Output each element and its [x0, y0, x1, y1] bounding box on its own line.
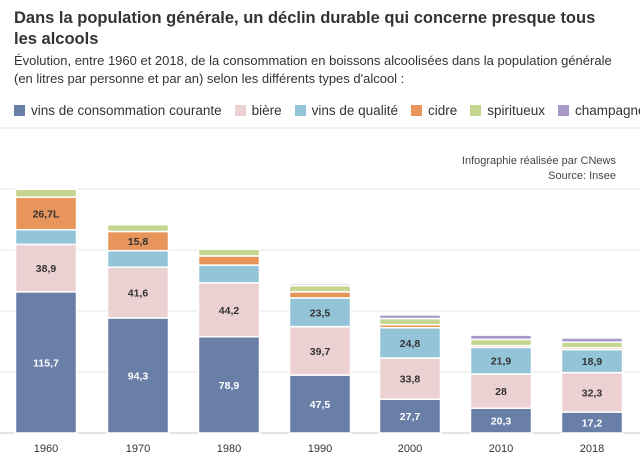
bar-segment — [197, 248, 261, 257]
data-label: 39,7 — [310, 346, 331, 358]
bar-segment — [378, 314, 442, 320]
bar-segment — [197, 264, 261, 284]
x-tick-label: 2000 — [398, 443, 422, 455]
bar-segment — [14, 188, 78, 198]
bar-segment — [197, 247, 261, 251]
data-label: 23,5 — [310, 307, 331, 319]
bar-segment — [14, 228, 78, 246]
data-label: 17,2 — [582, 418, 603, 430]
data-label: 26,7L — [33, 208, 60, 220]
legend-swatch — [294, 105, 306, 116]
bar-segment — [197, 282, 261, 338]
legend-item: bière — [234, 103, 282, 118]
legend-label: champagne — [575, 103, 640, 118]
legend-swatch — [470, 105, 482, 116]
data-label: 24,8 — [400, 338, 421, 350]
bar-segment — [378, 317, 442, 326]
data-label: 18,9 — [582, 356, 603, 368]
bar-segment — [106, 249, 170, 268]
legend-swatch — [410, 105, 422, 116]
data-label: 47,5 — [310, 399, 331, 411]
bar-segment — [288, 284, 352, 293]
data-label: 21,9 — [491, 356, 512, 368]
chart-subtitle: Évolution, entre 1960 et 2018, de la con… — [14, 53, 612, 86]
bar-segment — [560, 371, 624, 413]
credits: Infographie réalisée par CNews Source: I… — [462, 154, 616, 184]
bar-segment — [14, 196, 78, 231]
bar-segment — [288, 291, 352, 299]
x-tick-label: 2018 — [580, 443, 604, 455]
data-label: 33,8 — [400, 374, 421, 386]
data-label: 44,2 — [219, 305, 240, 317]
data-label: 94,3 — [128, 370, 149, 382]
legend-label: cidre — [427, 103, 458, 118]
bar-segment — [14, 243, 78, 293]
legend-label: spiritueux — [487, 103, 545, 118]
x-tick-label: 2010 — [489, 443, 513, 455]
bar-segment — [288, 283, 352, 287]
data-label: 27,7 — [400, 411, 421, 423]
data-label: 115,7 — [33, 357, 59, 369]
legend-item: champagne — [558, 103, 640, 118]
bar-segment — [560, 337, 624, 343]
bar-segment — [14, 291, 78, 434]
data-label: 28 — [495, 386, 507, 398]
bar-segment — [469, 373, 533, 409]
x-tick-label: 1990 — [308, 443, 332, 455]
bar-segment — [288, 325, 352, 376]
legend-swatch — [234, 105, 246, 116]
bar-segment — [560, 341, 624, 349]
data-label: 20,3 — [491, 416, 512, 428]
source-line: Source: Insee — [548, 170, 616, 182]
x-tick-label: 1960 — [34, 443, 58, 455]
bar-segment — [106, 223, 170, 233]
data-label: 15,8 — [128, 236, 149, 248]
legend-item: spiritueux — [470, 103, 545, 118]
legend-swatch — [14, 105, 25, 116]
legend-item: cidre — [410, 103, 458, 118]
bar-segment — [469, 334, 533, 341]
data-label: 41,6 — [128, 288, 149, 300]
legend-item: vins de qualité — [294, 103, 398, 118]
x-tick-label: 1970 — [126, 443, 150, 455]
legend-label: vins de qualité — [311, 103, 398, 118]
bar-segment — [106, 222, 170, 226]
bar-segment — [469, 407, 533, 434]
bar-segment — [106, 266, 170, 319]
bar-segment — [378, 398, 442, 434]
bar-segment — [378, 326, 442, 359]
bar-segment — [469, 338, 533, 347]
data-label: 32,3 — [582, 387, 603, 399]
legend-item: vins de consommation courante — [14, 103, 222, 118]
bar-segment — [288, 374, 352, 434]
bar-segment — [288, 297, 352, 328]
legend-label: vins de consommation courante — [31, 103, 222, 118]
chart-title: Dans la population générale, un déclin d… — [14, 9, 596, 48]
bar-segment — [197, 335, 261, 434]
legend-label: bière — [251, 103, 282, 118]
data-label: 78,9 — [219, 380, 240, 392]
x-tick-label: 1980 — [217, 443, 241, 455]
bar-segment — [197, 255, 261, 266]
chart-legend: vins de consommation courante bière vins d… — [14, 103, 640, 118]
bar-segment — [378, 357, 442, 400]
data-label: 38,9 — [36, 263, 57, 275]
credit-line: Infographie réalisée par CNews — [461, 155, 616, 167]
legend-swatch — [558, 105, 569, 116]
